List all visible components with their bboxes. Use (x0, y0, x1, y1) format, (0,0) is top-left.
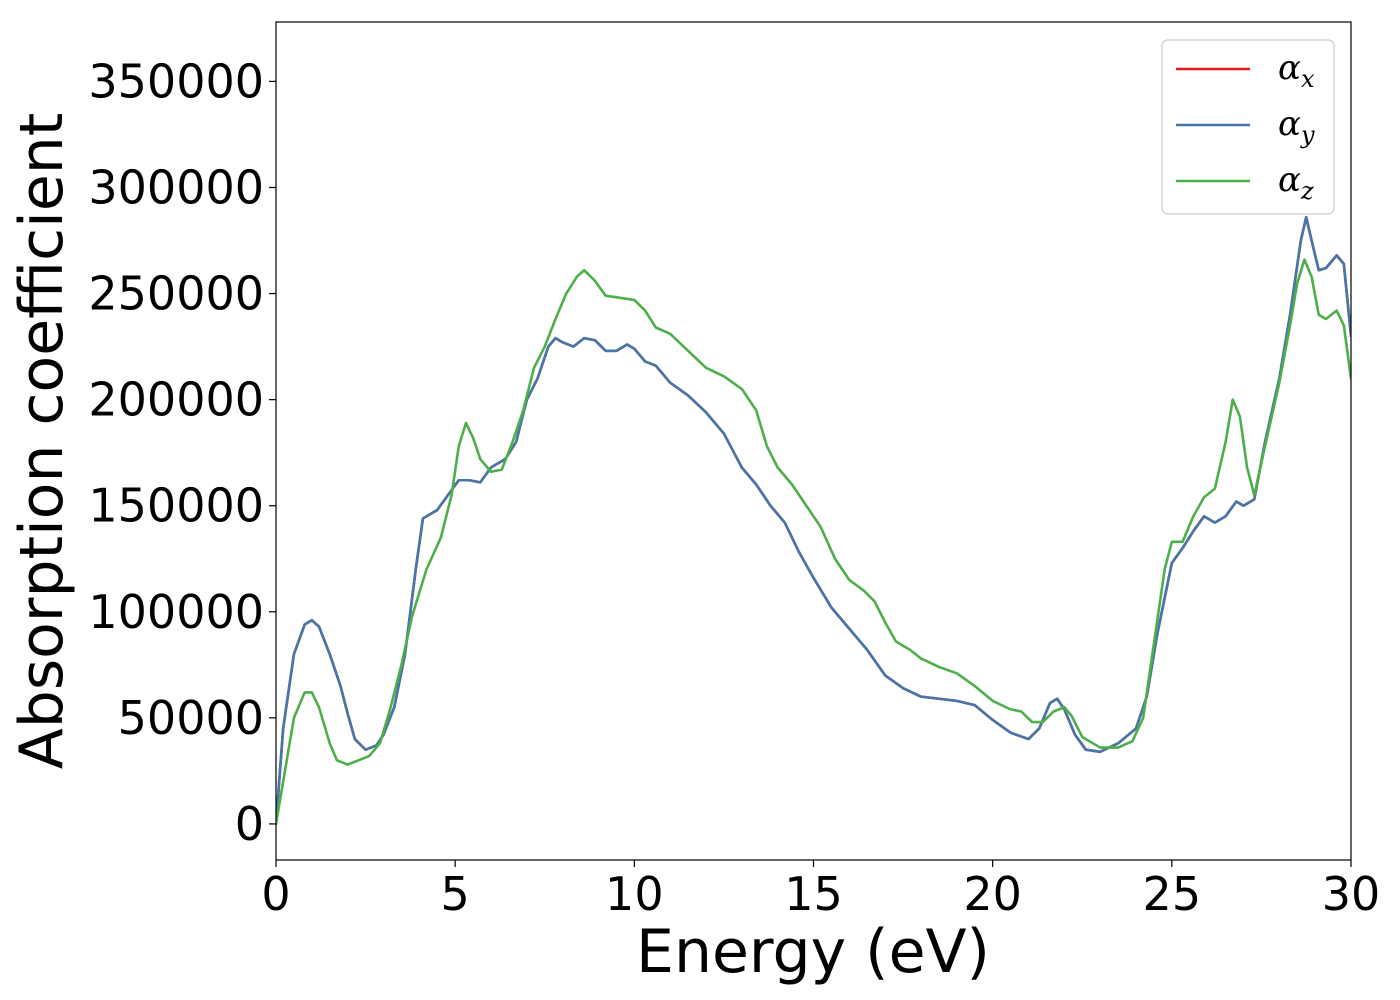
legend-symbol: α (1278, 48, 1301, 88)
y-axis-label: Absorption coefficient (7, 113, 77, 770)
y-tick-label: 250000 (88, 267, 264, 321)
x-tick-label: 5 (441, 867, 470, 921)
legend-label-x: αx (1278, 48, 1315, 93)
y-tick-label: 0 (235, 797, 264, 851)
legend-subscript: y (1300, 121, 1315, 149)
x-tick-label: 10 (605, 867, 664, 921)
series-layer (276, 215, 1351, 826)
x-tick-label: 30 (1322, 867, 1381, 921)
x-tick-label: 15 (784, 867, 843, 921)
legend-label-y: αy (1278, 104, 1315, 149)
y-tick-label: 350000 (88, 54, 264, 108)
legend-label-z: αz (1278, 160, 1314, 205)
y-tick-label: 200000 (88, 373, 264, 427)
series-line-y (276, 215, 1351, 826)
x-tick-label: 20 (963, 867, 1022, 921)
x-tick-label: 25 (1143, 867, 1202, 921)
y-tick-label: 100000 (88, 585, 264, 639)
legend-symbol: α (1278, 104, 1301, 144)
legend-subscript: x (1301, 65, 1315, 93)
plot-frame (275, 21, 1352, 861)
plot-area (276, 215, 1351, 826)
y-tick-label: 50000 (118, 691, 264, 745)
x-tick-label: 0 (261, 867, 290, 921)
ticks-layer: 0 5 10 15 20 25 30 0 50000 100000 150000 200000 2500… (88, 54, 1380, 921)
y-tick-label: 150000 (88, 479, 264, 533)
legend-symbol: α (1278, 160, 1301, 200)
x-axis-label: Energy (eV) (636, 917, 990, 987)
series-line-x (276, 215, 1351, 826)
legend-subscript: z (1300, 177, 1314, 205)
series-line-z (276, 258, 1351, 826)
legend-box (1161, 39, 1335, 215)
y-tick-label: 300000 (88, 160, 264, 214)
